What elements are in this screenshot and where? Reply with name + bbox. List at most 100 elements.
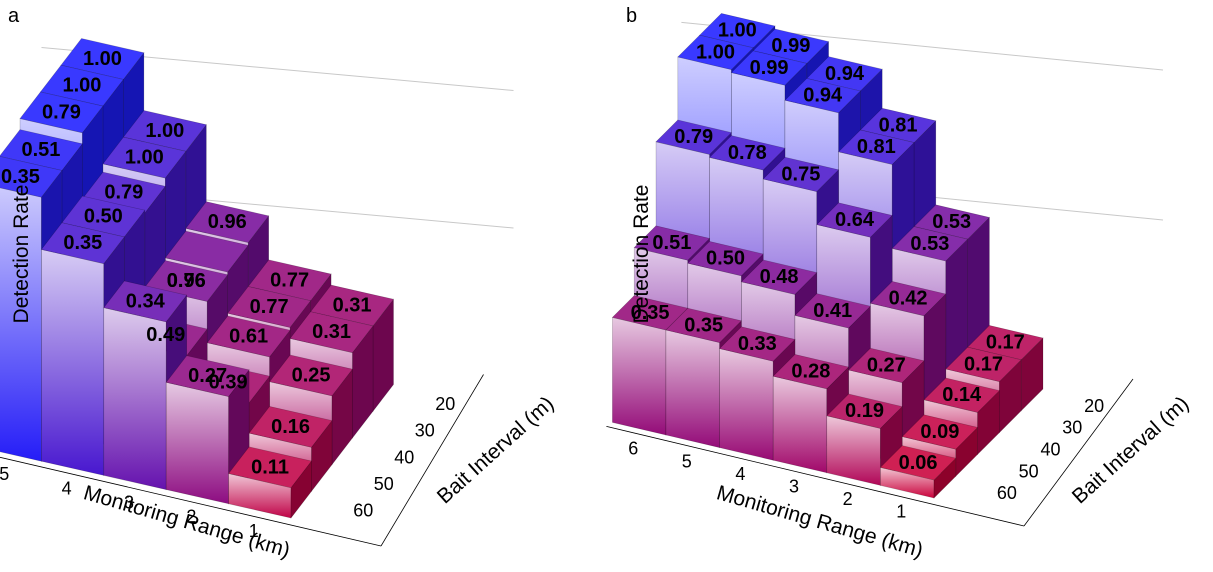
data-label: 0.14 — [942, 384, 982, 406]
data-label: 0.81 — [879, 114, 918, 136]
bar-front-face — [772, 375, 828, 474]
data-label: 0.51 — [21, 139, 60, 161]
data-label: 0.81 — [857, 136, 896, 158]
bar-top-face — [923, 377, 1000, 413]
bar-range-1-interval-60 — [228, 446, 313, 519]
x-axis-title: Monitoring Range (km) — [714, 481, 926, 562]
bar-top-face — [206, 315, 291, 358]
bar-top-face — [269, 354, 354, 397]
bar-top-face — [719, 326, 796, 362]
data-label: 0.06 — [899, 452, 938, 474]
bar-top-face — [310, 284, 395, 327]
data-label: 0.79 — [104, 182, 143, 204]
data-label: 1.00 — [83, 48, 122, 70]
bar-top-face — [0, 129, 83, 171]
data-label: 0.31 — [312, 321, 351, 343]
data-label: 0.76 — [167, 270, 206, 292]
floor-edge — [606, 426, 1025, 527]
data-label: 0.77 — [250, 296, 289, 318]
data-label: 0.49 — [146, 324, 185, 346]
y-tick-label: 20 — [435, 394, 455, 414]
bar-top-face — [794, 293, 871, 329]
data-label: 0.51 — [652, 232, 691, 254]
x-tick-label: 2 — [843, 489, 853, 509]
bar-top-face — [102, 136, 187, 179]
x-tick-label: 2 — [186, 507, 196, 527]
bar-top-face — [103, 280, 188, 323]
bar-top-face — [879, 445, 957, 481]
y-tick-label: 20 — [1084, 396, 1104, 416]
data-label: 0.19 — [845, 400, 884, 422]
x-tick-label: 5 — [0, 464, 9, 484]
y-tick-label: 50 — [1019, 461, 1039, 481]
x-tick-label: 4 — [62, 478, 72, 498]
data-label: 0.75 — [781, 163, 820, 185]
data-label: 0.96 — [167, 270, 206, 292]
bar-top-face — [0, 156, 63, 198]
x-tick-label: 1 — [249, 521, 259, 541]
panel-letter: b — [626, 5, 637, 27]
data-label: 0.53 — [932, 211, 971, 233]
bar-top-face — [762, 156, 840, 192]
y-tick-label: 30 — [415, 421, 435, 441]
bar-top-face — [633, 225, 711, 261]
bar-range-1-interval-60 — [879, 445, 957, 499]
data-label: 0.27 — [188, 365, 227, 387]
bar-front-face — [41, 249, 105, 476]
y-tick-label: 40 — [1040, 440, 1060, 460]
data-label: 0.53 — [910, 233, 949, 255]
panel-a: a 1.00 1.00 1.00 1.00 0.96 0.96 0.77 0.79 0.79 0.7… — [0, 5, 558, 562]
bar-top-face — [826, 393, 903, 429]
bar-top-face — [60, 38, 145, 80]
data-label: 0.99 — [771, 35, 810, 57]
data-label: 0.50 — [84, 206, 123, 228]
x-tick-label: 4 — [735, 464, 745, 484]
bar-top-face — [165, 355, 250, 397]
bar-top-face — [289, 311, 374, 353]
bar-top-face — [772, 354, 850, 390]
data-label: 0.42 — [889, 288, 928, 310]
bar-top-face — [655, 119, 732, 155]
bar-top-face — [227, 286, 312, 328]
data-label: 0.94 — [825, 63, 865, 85]
data-label: 0.17 — [986, 332, 1025, 354]
bar-top-face — [19, 91, 104, 134]
bar-top-face — [40, 222, 125, 264]
data-label: 1.00 — [125, 147, 164, 169]
x-tick-label: 3 — [124, 493, 134, 513]
bar-top-face — [752, 28, 830, 64]
data-label: 0.35 — [63, 232, 102, 254]
data-label: 0.79 — [674, 126, 713, 148]
bar-top-face — [687, 241, 764, 277]
bar-top-face — [665, 307, 742, 343]
bar-top-face — [891, 226, 969, 262]
data-label: 0.99 — [750, 57, 789, 79]
panel-letter: a — [8, 5, 20, 27]
bar-top-face — [248, 406, 333, 448]
bar-top-face — [901, 414, 979, 450]
data-label: 0.35 — [631, 302, 670, 324]
bar-front-face — [612, 317, 667, 436]
data-label: 0.09 — [920, 421, 959, 443]
bar-top-face — [816, 202, 893, 238]
data-label: 0.33 — [738, 333, 777, 355]
data-label: 0.28 — [791, 361, 830, 383]
data-label: 0.11 — [251, 456, 289, 478]
y-tick-label: 30 — [1062, 418, 1082, 438]
data-label: 1.00 — [696, 41, 735, 63]
bar-front-face — [719, 348, 774, 461]
data-label: 1.00 — [718, 20, 757, 42]
data-label: 0.94 — [803, 85, 843, 107]
data-label: 1.00 — [145, 120, 184, 142]
y-tick-label: 50 — [374, 474, 394, 494]
data-label: 0.17 — [964, 353, 1003, 375]
data-label: 0.39 — [209, 371, 248, 393]
data-label: 0.48 — [760, 266, 799, 288]
z-axis-title: Detection Rate — [10, 185, 33, 324]
bar-top-face — [869, 281, 947, 317]
data-label: 0.79 — [42, 101, 81, 123]
data-label: 0.35 — [1, 166, 40, 188]
data-label: 0.77 — [270, 269, 309, 291]
bar-top-face — [228, 446, 313, 489]
